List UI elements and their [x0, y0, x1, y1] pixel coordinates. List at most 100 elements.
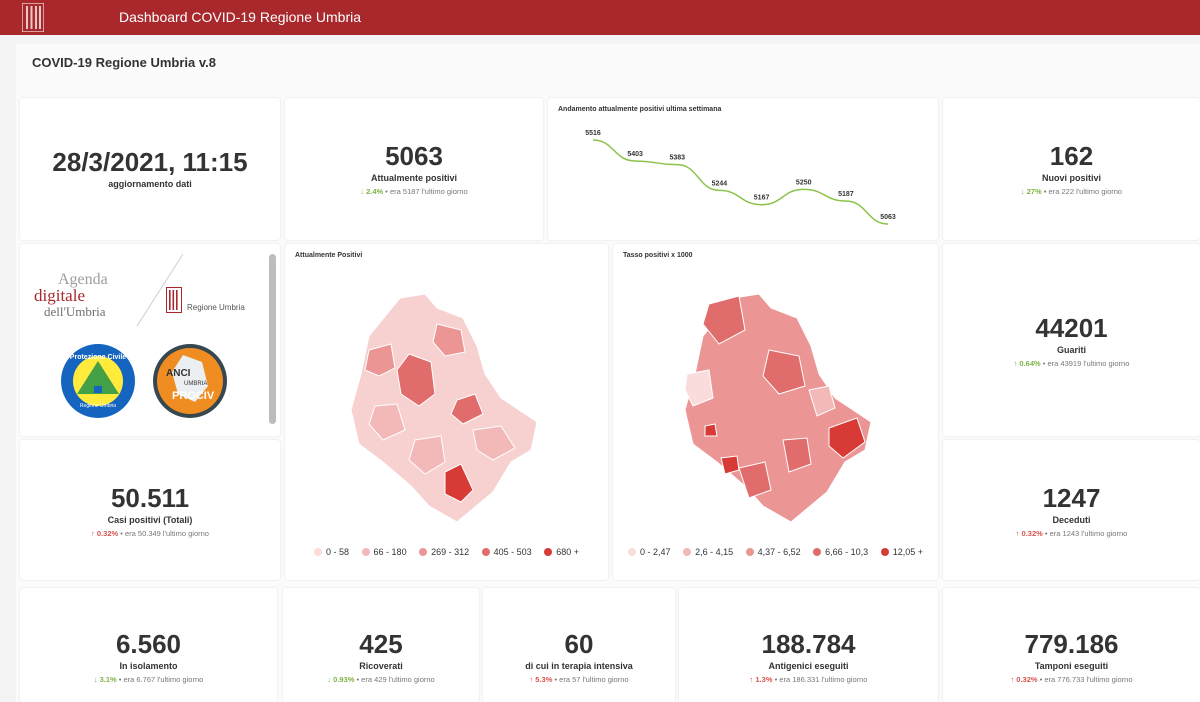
kpi-deceduti[interactable]: 1247 Deceduti ↑ 0.32% • era 1243 l'ultim… — [943, 440, 1200, 580]
kpi-prev: era 6.767 l'ultimo giorno — [123, 675, 204, 684]
kpi-prev: era 186.331 l'ultimo giorno — [779, 675, 868, 684]
arrow-down-icon: ↓ — [1020, 187, 1025, 196]
trend-point-label: 5244 — [712, 180, 728, 187]
regione-umbria-logo-icon — [166, 287, 182, 313]
kpi-ricoverati[interactable]: 425 Ricoverati ↓ 0.93% • era 429 l'ultim… — [283, 588, 479, 702]
legend-label: 0 - 58 — [326, 547, 350, 557]
kpi-value: 50.511 — [110, 483, 190, 513]
legend-item: 269 - 312 — [419, 547, 469, 557]
trend-point-label: 5403 — [627, 151, 643, 158]
legend-item: 0 - 58 — [314, 547, 349, 557]
kpi-terapia-intensiva[interactable]: 60 di cui in terapia intensiva ↑ 5.3% • … — [483, 588, 675, 702]
arrow-up-icon: ↑ — [91, 529, 95, 538]
legend-dot-icon — [683, 548, 692, 556]
update-card[interactable]: 28/3/2021, 11:15 aggiornamento dati — [20, 98, 280, 240]
kpi-pct: 0.64% — [1019, 359, 1041, 368]
legend-item: 12,05 + — [880, 547, 923, 557]
kpi-isolamento[interactable]: 6.560 In isolamento ↓ 3.1% • era 6.767 l… — [20, 588, 277, 702]
legend-label: 66 - 180 — [373, 547, 407, 557]
kpi-nuovi-positivi[interactable]: 162 Nuovi positivi ↓ 27% • era 222 l'ult… — [943, 98, 1200, 240]
legend-label: 680 + — [556, 547, 579, 557]
legend-item: 2,6 - 4,15 — [683, 547, 733, 557]
kpi-trend: ↑ 5.3% • era 57 l'ultimo giorno — [529, 675, 629, 684]
kpi-prev: era 57 l'ultimo giorno — [559, 675, 629, 684]
map-tasso-card[interactable]: Tasso positivi x 1000 0 - 2,47 2,6 - 4,1… — [613, 244, 938, 580]
kpi-prev: era 222 l'ultimo giorno — [1048, 187, 1123, 196]
agenda-line2: digitale — [34, 286, 85, 305]
arrow-up-icon: ↑ — [1015, 529, 1020, 538]
regione-logo-icon[interactable] — [22, 3, 44, 32]
kpi-casi-totali[interactable]: 50.511 Casi positivi (Totali) ↑ 0.32% • … — [20, 440, 280, 580]
logos-scrollbar[interactable] — [269, 254, 276, 424]
kpi-label: Nuovi positivi — [1041, 173, 1101, 183]
legend-dot-icon — [361, 548, 370, 556]
trend-line — [592, 139, 889, 225]
kpi-label: Guariti — [1056, 345, 1086, 355]
app-title: Dashboard COVID-19 Regione Umbria — [119, 9, 361, 25]
divider-slash — [136, 253, 184, 327]
legend-item: 66 - 180 — [361, 547, 407, 557]
kpi-value: 1247 — [1042, 483, 1101, 513]
trend-chart: 5516 5403 5383 5244 5167 5250 5187 5063 — [585, 130, 896, 225]
kpi-value: 6.560 — [115, 629, 182, 659]
kpi-pct: 1.3% — [755, 675, 773, 684]
kpi-label: Antigenici eseguiti — [768, 661, 849, 671]
kpi-label: di cui in terapia intensiva — [525, 661, 633, 671]
kpi-pct: 0.32% — [1016, 675, 1038, 684]
kpi-value: 162 — [1049, 141, 1094, 171]
agenda-digitale-logo: Agenda digitale dell'Umbria — [34, 272, 108, 320]
kpi-prev: era 43919 l'ultimo giorno — [1047, 359, 1130, 368]
anci-line1: ANCI — [166, 368, 191, 379]
legend-label: 0 - 2,47 — [640, 547, 671, 557]
legend-dot-icon — [419, 548, 428, 556]
agenda-line1: Agenda — [58, 271, 108, 288]
kpi-label: Tamponi eseguiti — [1034, 661, 1109, 671]
kpi-prev: era 429 l'ultimo giorno — [361, 675, 435, 684]
trend-point-label: 5250 — [796, 179, 812, 186]
kpi-trend: ↑ 0.32% • era 50.349 l'ultimo giorno — [91, 529, 209, 538]
map-positivi-legend: 0 - 58 66 - 180 269 - 312 405 - 503 680 … — [285, 547, 608, 557]
kpi-prev: era 1243 l'ultimo giorno — [1049, 529, 1128, 538]
umbria-map-tasso[interactable] — [679, 290, 884, 526]
anci-line3: PROCIV — [172, 390, 215, 402]
anci-prociv-logo-icon — [153, 344, 227, 418]
top-bar: Dashboard COVID-19 Regione Umbria — [0, 0, 1200, 35]
kpi-trend: ↓ 3.1% • era 6.767 l'ultimo giorno — [93, 675, 204, 684]
kpi-attualmente-positivi[interactable]: 5063 Attualmente positivi ↓ 2.4% • era 5… — [285, 98, 543, 240]
trend-chart-card[interactable]: Andamento attualmente positivi ultima se… — [548, 98, 938, 240]
agenda-line3: dell'Umbria — [44, 304, 106, 319]
arrow-up-icon: ↑ — [529, 675, 534, 684]
legend-dot-icon — [544, 548, 553, 556]
arrow-up-icon: ↑ — [1013, 359, 1018, 368]
arrow-down-icon: ↓ — [360, 187, 364, 196]
arrow-down-icon: ↓ — [327, 675, 331, 684]
map-positivi-card[interactable]: Attualmente Positivi 0 - 58 66 - 180 269… — [285, 244, 608, 580]
kpi-guariti[interactable]: 44201 Guariti ↑ 0.64% • era 43919 l'ulti… — [943, 244, 1200, 436]
kpi-prev: era 50.349 l'ultimo giorno — [124, 529, 209, 538]
regione-umbria-label: Regione Umbria — [187, 303, 245, 312]
kpi-antigenici[interactable]: 188.784 Antigenici eseguiti ↑ 1.3% • era… — [679, 588, 938, 702]
kpi-value: 779.186 — [1024, 629, 1119, 659]
kpi-value: 44201 — [1035, 313, 1108, 343]
legend-item: 6,66 - 10,3 — [813, 547, 868, 557]
legend-item: 4,37 - 6,52 — [745, 547, 801, 557]
legend-label: 12,05 + — [892, 547, 923, 557]
legend-dot-icon — [481, 548, 490, 556]
protezione-civile-text: Protezione Civile — [69, 354, 127, 361]
kpi-label: Ricoverati — [359, 661, 403, 671]
kpi-pct: 2.4% — [366, 187, 384, 196]
kpi-tamponi[interactable]: 779.186 Tamponi eseguiti ↑ 0.32% • era 7… — [943, 588, 1200, 702]
protezione-civile-sub: Regione Umbria — [79, 403, 117, 409]
trend-point-label: 5187 — [838, 191, 854, 198]
kpi-pct: 0.32% — [96, 529, 119, 538]
legend-label: 269 - 312 — [431, 547, 470, 557]
kpi-pct: 0.32% — [1021, 529, 1043, 538]
report-title: COVID-19 Regione Umbria v.8 — [32, 55, 216, 70]
kpi-label: Deceduti — [1052, 515, 1091, 525]
legend-dot-icon — [628, 548, 637, 556]
map-tasso-legend: 0 - 2,47 2,6 - 4,15 4,37 - 6,52 6,66 - 1… — [613, 547, 938, 557]
kpi-label: Casi positivi (Totali) — [107, 515, 193, 525]
arrow-down-icon: ↓ — [93, 675, 98, 684]
logos-card[interactable]: Agenda digitale dell'Umbria Regione Umbr… — [20, 244, 280, 436]
umbria-map-positivi[interactable] — [345, 290, 550, 526]
